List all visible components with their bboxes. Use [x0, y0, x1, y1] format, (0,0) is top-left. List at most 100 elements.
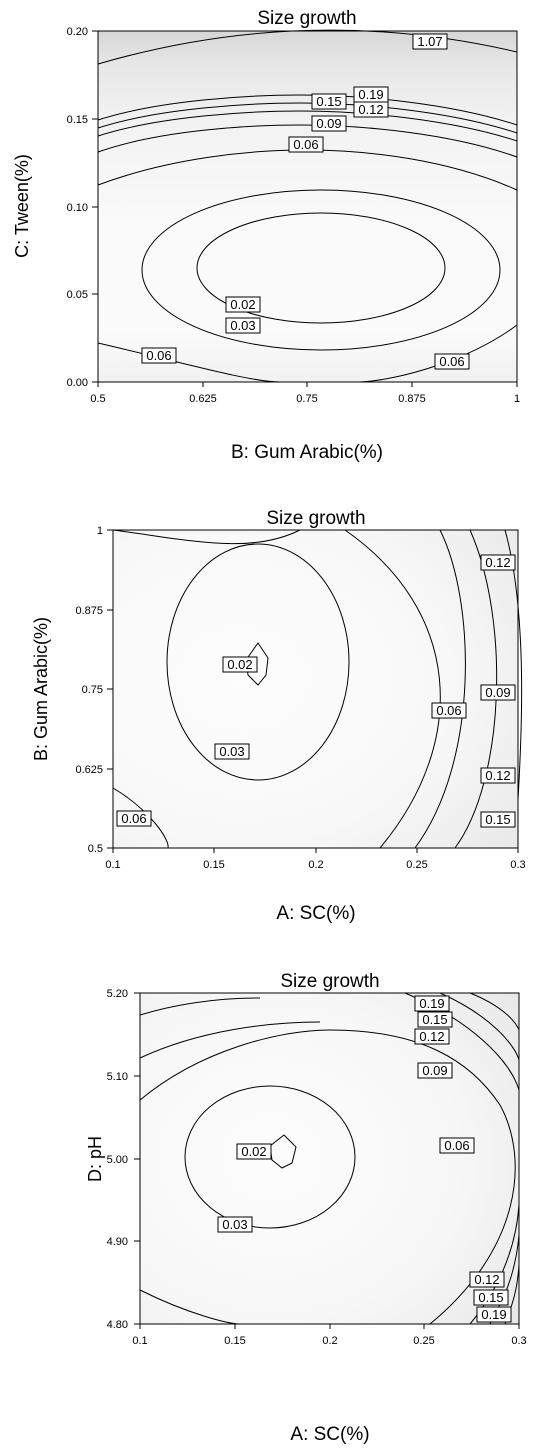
y-tick-label: 5.10 — [107, 1071, 128, 1083]
x-tick-label: 0.1 — [105, 859, 120, 871]
contour-label: 0.15 — [480, 811, 516, 828]
contour-line — [97, 94, 518, 126]
chart-3-x-ticks: 0.1 0.15 0.2 0.25 0.3 — [132, 1324, 527, 1347]
contour-label: 0.12 — [480, 767, 516, 784]
y-tick-label: 0.20 — [67, 26, 88, 38]
chart-1-y-ticks: 0.20 0.15 0.10 0.05 0.00 — [67, 26, 98, 389]
contour-label: 0.15 — [473, 1289, 509, 1306]
plot-area-1 — [98, 31, 517, 382]
svg-text:0.02: 0.02 — [241, 1144, 266, 1159]
svg-text:0.15: 0.15 — [478, 1290, 503, 1305]
contour-label: 0.12 — [469, 1271, 505, 1288]
contour-label: 0.09 — [480, 684, 516, 701]
chart-2-x-ticks: 0.1 0.15 0.2 0.25 0.3 — [105, 848, 526, 871]
x-tick-label: 0.3 — [511, 1335, 526, 1347]
svg-text:0.12: 0.12 — [485, 768, 510, 783]
y-tick-label: 0.625 — [75, 764, 103, 776]
x-tick-label: 0.25 — [406, 859, 427, 871]
svg-text:0.12: 0.12 — [419, 1029, 444, 1044]
contour-line — [97, 124, 518, 158]
y-tick-label: 0.875 — [75, 605, 103, 617]
contour-line — [139, 997, 261, 1016]
contour-line — [139, 1029, 516, 1325]
contour-label: 0.12 — [480, 554, 516, 571]
contour-label: 0.02 — [222, 656, 258, 673]
x-tick-label: 0.875 — [398, 393, 426, 405]
contour-label: 0.15 — [417, 1011, 453, 1028]
chart-1-contour-labels: 1.07 0.19 0.15 0.12 0.09 0.06 0.02 0.03 … — [141, 33, 470, 370]
x-tick-label: 1 — [514, 393, 520, 405]
svg-text:0.15: 0.15 — [485, 812, 510, 827]
contour-label: 0.02 — [225, 296, 261, 313]
svg-text:0.12: 0.12 — [358, 102, 383, 117]
svg-text:0.09: 0.09 — [316, 116, 341, 131]
contour-line — [141, 189, 501, 351]
svg-text:0.15: 0.15 — [316, 94, 341, 109]
contour-label: 0.09 — [417, 1062, 453, 1079]
svg-text:0.06: 0.06 — [439, 354, 464, 369]
svg-text:0.19: 0.19 — [481, 1307, 506, 1322]
y-tick-label: 0.00 — [67, 377, 88, 389]
y-tick-label: 4.80 — [107, 1319, 128, 1331]
x-tick-label: 0.2 — [322, 1335, 337, 1347]
chart-1: Size growth 1.07 0.19 0.15 0.12 0.09 0.0… — [12, 8, 520, 463]
contour-line — [97, 102, 518, 134]
y-tick-label: 0.5 — [88, 843, 103, 855]
plot-area-2 — [113, 530, 518, 848]
contour-label: 0.03 — [214, 743, 250, 760]
contour-line — [166, 543, 350, 781]
chart-3-x-label: A: SC(%) — [290, 1424, 369, 1445]
y-tick-label: 0.15 — [67, 114, 88, 126]
x-tick-label: 0.2 — [308, 859, 323, 871]
contour-label: 0.12 — [353, 101, 389, 118]
svg-text:0.06: 0.06 — [146, 348, 171, 363]
contour-line — [414, 529, 466, 849]
chart-2-x-label: A: SC(%) — [276, 903, 355, 924]
contour-label: 0.06 — [116, 810, 152, 827]
chart-2-title: Size growth — [266, 508, 365, 529]
chart-2-contour-labels: 0.12 0.02 0.06 0.09 0.03 0.12 0.06 0.15 — [116, 554, 516, 828]
svg-text:0.06: 0.06 — [293, 137, 318, 152]
chart-3-y-ticks: 5.20 5.10 5.00 4.90 4.80 — [107, 988, 140, 1331]
chart-2-y-ticks: 1 0.875 0.75 0.625 0.5 — [75, 525, 113, 855]
plot-area-3 — [140, 993, 519, 1324]
chart-2: Size growth 0.12 0.02 0.06 0.09 0.03 0.1… — [31, 508, 526, 924]
chart-3-y-label: D: pH — [85, 1136, 105, 1182]
contour-line — [97, 342, 281, 383]
chart-3: Size growth 0.19 0.15 0.12 0.09 0.06 0.0… — [85, 971, 527, 1445]
svg-text:0.06: 0.06 — [436, 703, 461, 718]
contour-label: 1.07 — [412, 33, 448, 50]
contour-line — [112, 787, 169, 849]
y-tick-label: 0.05 — [67, 289, 88, 301]
chart-2-y-label: B: Gum Arabic(%) — [31, 617, 51, 761]
contour-label: 0.03 — [225, 317, 261, 334]
contour-label: 0.06 — [288, 136, 324, 153]
contour-line — [112, 529, 301, 545]
chart-3-contour-labels: 0.19 0.15 0.12 0.09 0.06 0.02 0.03 0.12 … — [217, 995, 512, 1323]
contour-line — [139, 1021, 321, 1059]
y-tick-label: 5.00 — [107, 1154, 128, 1166]
x-tick-label: 0.25 — [413, 1335, 434, 1347]
svg-text:0.12: 0.12 — [485, 555, 510, 570]
contour-label: 0.19 — [414, 995, 450, 1012]
y-tick-label: 5.20 — [107, 988, 128, 1000]
contour-line — [439, 992, 520, 1061]
chart-1-x-label: B: Gum Arabic(%) — [231, 442, 383, 463]
svg-text:0.09: 0.09 — [422, 1063, 447, 1078]
svg-text:0.02: 0.02 — [230, 297, 255, 312]
svg-text:0.12: 0.12 — [474, 1272, 499, 1287]
svg-text:0.02: 0.02 — [227, 657, 252, 672]
contour-label: 0.06 — [431, 702, 467, 719]
x-tick-label: 0.15 — [203, 859, 224, 871]
contour-label: 0.03 — [217, 1216, 253, 1233]
x-tick-label: 0.3 — [510, 859, 525, 871]
svg-text:0.19: 0.19 — [358, 87, 383, 102]
y-tick-label: 0.10 — [67, 202, 88, 214]
contour-label: 0.19 — [476, 1306, 512, 1323]
svg-text:0.03: 0.03 — [222, 1217, 247, 1232]
y-tick-label: 0.75 — [82, 684, 103, 696]
contour-label: 0.12 — [414, 1028, 450, 1045]
contour-label: 0.06 — [434, 353, 470, 370]
x-tick-label: 0.5 — [90, 393, 105, 405]
